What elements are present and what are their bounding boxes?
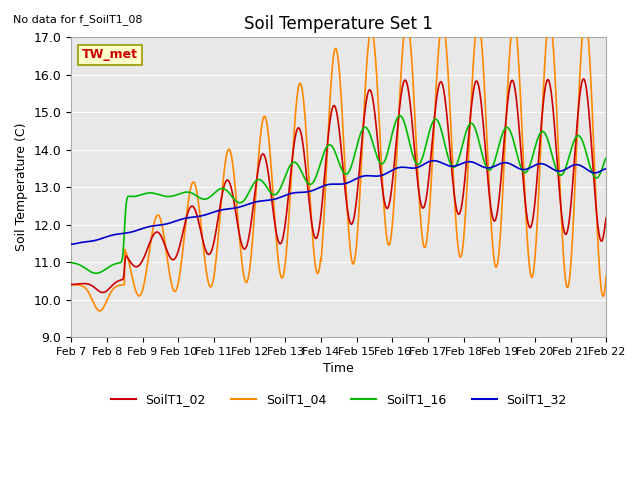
SoilT1_16	[109, 262, 116, 268]
SoilT1_16	[67, 260, 75, 265]
SoilT1_02	[602, 215, 610, 220]
SoilT1_04	[581, 15, 589, 21]
SoilT1_04	[109, 287, 116, 292]
X-axis label: Time: Time	[323, 362, 354, 375]
Line: SoilT1_32: SoilT1_32	[71, 161, 606, 244]
SoilT1_16	[396, 113, 404, 119]
Line: SoilT1_04: SoilT1_04	[71, 18, 606, 311]
SoilT1_04	[96, 308, 104, 314]
SoilT1_02	[109, 282, 116, 288]
Text: No data for f_SoilT1_08: No data for f_SoilT1_08	[13, 14, 142, 25]
SoilT1_02	[372, 122, 380, 128]
SoilT1_32	[131, 228, 138, 234]
SoilT1_16	[602, 155, 610, 161]
SoilT1_02	[580, 76, 588, 82]
SoilT1_32	[67, 241, 75, 247]
SoilT1_32	[602, 166, 610, 172]
Y-axis label: Soil Temperature (C): Soil Temperature (C)	[15, 123, 28, 252]
SoilT1_02	[316, 225, 323, 230]
SoilT1_04	[306, 187, 314, 193]
Line: SoilT1_02: SoilT1_02	[71, 79, 606, 292]
SoilT1_32	[315, 185, 323, 191]
Line: SoilT1_16: SoilT1_16	[71, 116, 606, 273]
SoilT1_16	[92, 270, 100, 276]
SoilT1_04	[602, 272, 610, 277]
SoilT1_32	[294, 190, 302, 195]
SoilT1_16	[131, 193, 138, 199]
SoilT1_16	[316, 164, 323, 170]
SoilT1_04	[372, 63, 380, 69]
Legend: SoilT1_02, SoilT1_04, SoilT1_16, SoilT1_32: SoilT1_02, SoilT1_04, SoilT1_16, SoilT1_…	[106, 388, 572, 411]
SoilT1_02	[306, 203, 314, 209]
SoilT1_16	[295, 163, 303, 169]
SoilT1_02	[99, 289, 107, 295]
SoilT1_04	[295, 84, 303, 90]
Text: TW_met: TW_met	[82, 48, 138, 61]
SoilT1_32	[305, 189, 313, 194]
SoilT1_04	[131, 284, 138, 290]
SoilT1_02	[67, 282, 75, 288]
SoilT1_02	[131, 264, 138, 269]
SoilT1_16	[372, 151, 380, 157]
SoilT1_16	[306, 181, 314, 187]
SoilT1_02	[295, 125, 303, 131]
SoilT1_32	[109, 232, 116, 238]
SoilT1_04	[67, 282, 75, 288]
SoilT1_32	[372, 173, 380, 179]
SoilT1_04	[316, 266, 323, 272]
Title: Soil Temperature Set 1: Soil Temperature Set 1	[244, 15, 433, 33]
SoilT1_32	[429, 158, 437, 164]
